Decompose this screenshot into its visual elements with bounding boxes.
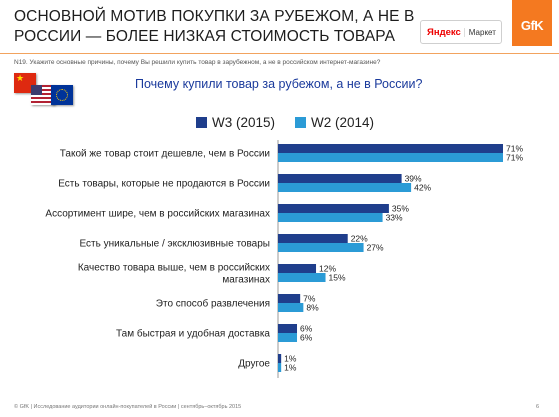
bar-w3 xyxy=(278,294,301,303)
legend-item-w2: W2 (2014) xyxy=(295,115,374,130)
category-label: Это способ развлечения xyxy=(156,298,270,310)
data-label: 35% xyxy=(392,204,409,214)
legend-swatch-w3 xyxy=(196,117,207,128)
data-label: 42% xyxy=(414,183,431,193)
cn-flag-icon: ★ xyxy=(14,73,36,93)
data-label: 39% xyxy=(405,174,422,184)
category-label: Другое xyxy=(238,359,270,370)
title-line-1: ОСНОВНОЙ МОТИВ ПОКУПКИ ЗА РУБЕЖОМ, А НЕ … xyxy=(14,8,415,25)
legend-label-w3: W3 (2015) xyxy=(212,115,276,130)
data-label: 27% xyxy=(367,243,384,253)
eu-flag-icon xyxy=(51,85,73,105)
bar-w3 xyxy=(278,174,402,183)
data-label: 6% xyxy=(300,333,313,343)
category-label: Качество товара выше, чем в российских ма… xyxy=(78,263,270,286)
bar-w3 xyxy=(278,264,317,273)
bar-w3 xyxy=(278,324,298,333)
bar-w2 xyxy=(278,333,298,342)
bar-w2 xyxy=(278,273,326,282)
bar-w2 xyxy=(278,213,383,222)
data-label: 33% xyxy=(386,213,403,223)
category-label: Есть уникальные / эксклюзивные товары xyxy=(79,239,270,250)
data-label: 1% xyxy=(284,354,297,364)
category-label: Там быстрая и удобная доставка xyxy=(116,328,270,340)
data-label: 7% xyxy=(303,294,316,304)
bar-w3 xyxy=(278,354,282,363)
yandex-market-logo: Яндекс Маркет xyxy=(420,20,502,44)
gfk-logo: GfK xyxy=(512,0,552,46)
chart-legend: W3 (2015) W2 (2014) xyxy=(196,115,394,130)
page-title: ОСНОВНОЙ МОТИВ ПОКУПКИ ЗА РУБЕЖОМ, А НЕ … xyxy=(14,7,415,47)
data-label: 71% xyxy=(506,153,523,163)
bar-w2 xyxy=(278,303,304,312)
us-flag-icon xyxy=(31,85,55,105)
data-label: 1% xyxy=(284,363,297,373)
survey-question: N19. Укажите основные причины, почему Вы… xyxy=(14,59,381,66)
header-divider xyxy=(0,53,559,54)
bar-w2 xyxy=(278,363,282,372)
bar-w2 xyxy=(278,183,412,192)
footer-text: © GfK | Исследование аудитории онлайн-по… xyxy=(14,404,242,410)
bar-w3 xyxy=(278,144,503,153)
category-label: Есть товары, которые не продаются в Росс… xyxy=(58,179,270,190)
category-label: Ассортимент шире, чем в российских магаз… xyxy=(45,209,270,220)
bar-w3 xyxy=(278,234,348,243)
bar-w3 xyxy=(278,204,389,213)
title-line-2: РОССИИ — БОЛЕЕ НИЗКАЯ СТОИМОСТЬ ТОВАРА xyxy=(14,28,396,45)
legend-label-w2: W2 (2014) xyxy=(311,115,375,130)
data-label: 8% xyxy=(306,303,319,313)
data-label: 6% xyxy=(300,324,313,334)
bar-w2 xyxy=(278,153,503,162)
legend-swatch-w2 xyxy=(295,117,307,128)
data-label: 71% xyxy=(506,144,523,154)
data-label: 15% xyxy=(329,273,346,283)
market-logo-text: Маркет xyxy=(463,27,496,37)
legend-item-w3: W3 (2015) xyxy=(196,115,275,130)
data-label: 22% xyxy=(351,234,368,244)
gfk-logo-text: GfK xyxy=(520,18,544,33)
data-label: 12% xyxy=(319,264,336,274)
bar-w2 xyxy=(278,243,364,252)
category-label: Такой же товар стоит дешевле, чем в Росс… xyxy=(60,149,270,160)
page-number: 6 xyxy=(536,404,540,410)
yandex-logo-text: Яндекс xyxy=(427,26,461,38)
chart-title: Почему купили товар за рубежом, а не в Р… xyxy=(135,77,423,91)
